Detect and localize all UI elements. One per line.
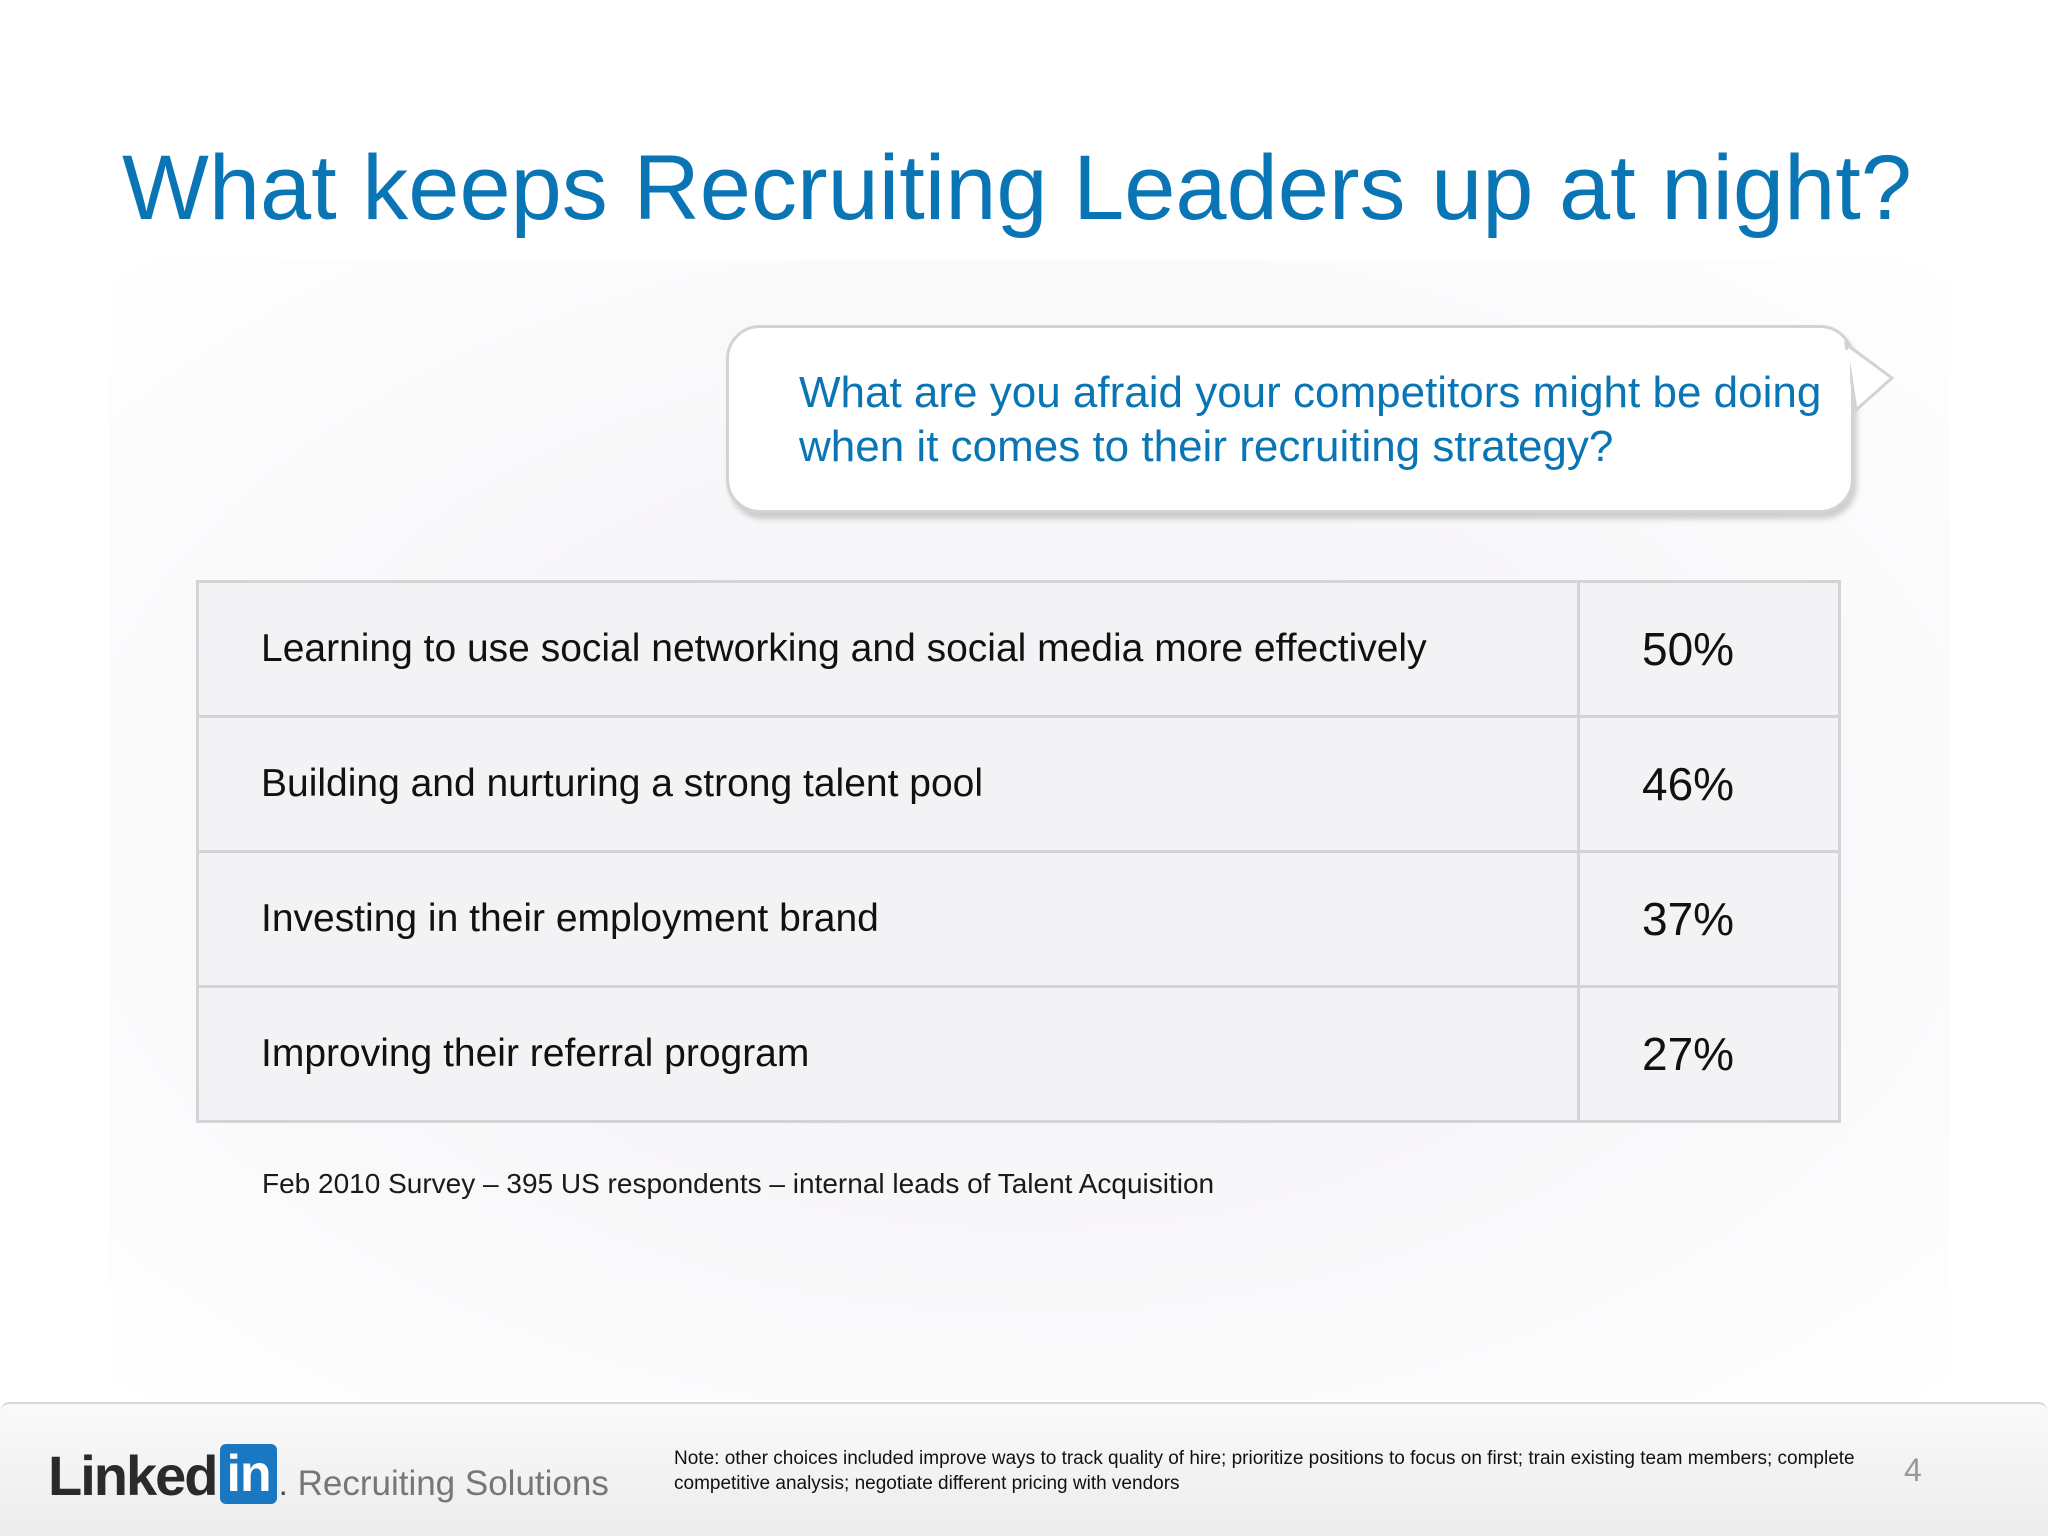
survey-source: Feb 2010 Survey – 395 US respondents – i… [262,1168,1215,1199]
row-label: Improving their referral program [196,985,1580,1123]
logo-wordmark: Linked [48,1444,218,1507]
logo-dot: . [278,1466,288,1502]
table-row: Building and nurturing a strong talent p… [196,715,1841,853]
slide-footer: Linked in . Recruiting Solutions Note: o… [0,1402,2048,1536]
table-row: Investing in their employment brand 37% [196,850,1841,988]
slide-title: What keeps Recruiting Leaders up at nigh… [122,137,1912,239]
page-number: 4 [1904,1452,1922,1488]
bubble-tail [1842,340,1895,413]
footnote: Note: other choices included improve way… [674,1448,1855,1494]
logo-subtitle: Recruiting Solutions [297,1464,609,1503]
table-row: Improving their referral program 27% [196,985,1841,1123]
row-percent: 37% [1577,850,1841,988]
row-percent: 50% [1577,580,1841,718]
linkedin-logo: Linked in . Recruiting Solutions [48,1440,609,1504]
question-bubble: What are you afraid your competitors mig… [726,325,1854,513]
table-row: Learning to use social networking and so… [196,580,1841,718]
row-label: Investing in their employment brand [196,850,1580,988]
row-percent: 27% [1577,985,1841,1123]
row-percent: 46% [1577,715,1841,853]
row-label: Learning to use social networking and so… [196,580,1580,718]
question-text: What are you afraid your competitors mig… [799,368,1822,471]
results-table: Learning to use social networking and so… [196,580,1841,1123]
logo-in-badge: in [220,1444,277,1504]
row-label: Building and nurturing a strong talent p… [196,715,1580,853]
